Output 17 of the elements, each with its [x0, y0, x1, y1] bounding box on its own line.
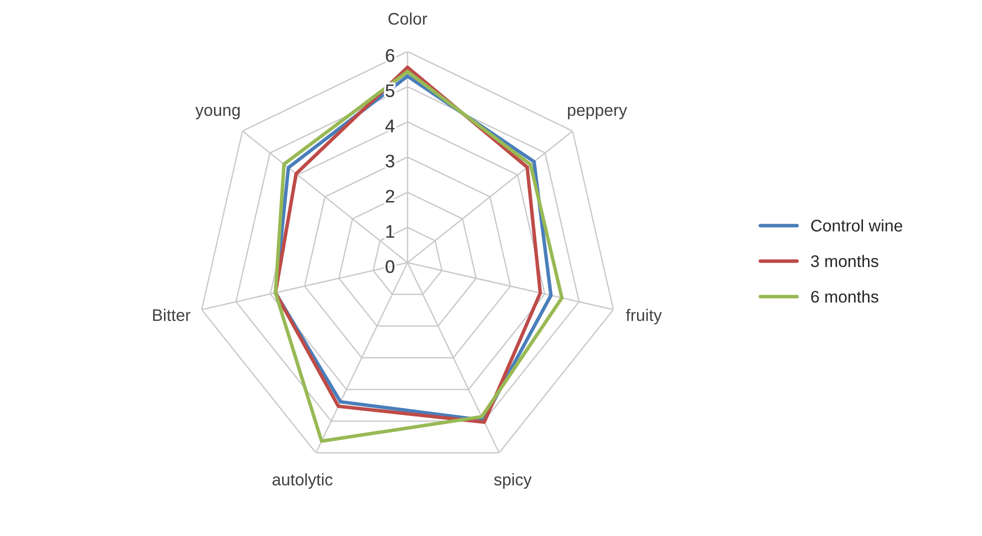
legend-label: 3 months: [810, 254, 878, 268]
spoke-label: young: [195, 106, 240, 120]
legend-label: 6 months: [811, 290, 878, 303]
y-tick-label: 5: [386, 84, 394, 98]
y-tick-label: 3: [386, 154, 394, 168]
spoke-label: peppery: [568, 106, 628, 120]
legend-label: Control wine: [811, 219, 902, 232]
y-tick-label: 6: [386, 49, 394, 62]
spoke-label: spicy: [494, 473, 532, 489]
y-tick-label: 2: [386, 190, 394, 202]
spoke-label: fruity: [626, 308, 662, 324]
spoke-label: Bitter: [153, 308, 190, 322]
spoke-label: Color: [388, 12, 428, 25]
y-tick-label: 1: [386, 225, 394, 238]
y-tick-label: 4: [385, 120, 394, 132]
spoke-label: autolytic: [272, 473, 332, 489]
y-tick-label: 0: [386, 260, 394, 274]
